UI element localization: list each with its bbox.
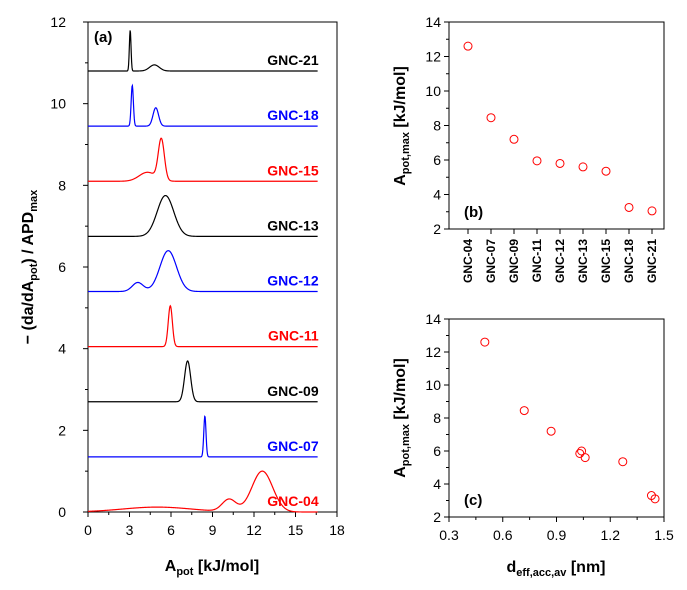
series-label-gnc-07: GNC-07 bbox=[267, 438, 319, 454]
panel-a-ytick-label: 6 bbox=[58, 259, 66, 275]
panel-b-ytick-label: 10 bbox=[425, 83, 441, 99]
panel-c-ylabel: Apot,max [kJ/mol] bbox=[392, 358, 412, 478]
panel-a-xtick-label: 0 bbox=[84, 522, 92, 538]
series-label-gnc-15: GNC-15 bbox=[267, 162, 319, 178]
panel-c-xtick-label: 0.9 bbox=[547, 527, 567, 543]
panel-a-ytick-label: 8 bbox=[58, 177, 66, 193]
panel-c-point bbox=[480, 337, 490, 347]
panel-c-ytick-label: 6 bbox=[433, 443, 441, 459]
panel-a-series-labels: GNC-04 GNC-07 GNC-09 GNC-11 GNC-12 GNC-13 GNC-… bbox=[267, 52, 319, 509]
panel-c-points bbox=[480, 337, 660, 504]
panel-b: 2 4 6 8 10 12 14 GNC-04 GNC-07 GNC-09 GNC-11 GNC-12… bbox=[392, 14, 665, 283]
panel-a-xlabel: Apot [kJ/mol] bbox=[165, 558, 259, 578]
panel-b-category-label: GNC-11 bbox=[530, 239, 544, 283]
panel-c-ytick-label: 2 bbox=[433, 509, 441, 525]
panel-c-ticks: 2 4 6 8 10 12 14 0.3 0.6 0.9 1.2 1.5 bbox=[425, 311, 674, 543]
panel-a-ytick-label: 2 bbox=[58, 422, 66, 438]
panel-c-xtick-label: 0.6 bbox=[493, 527, 513, 543]
panel-c-xlabel: deff,acc,av [nm] bbox=[506, 559, 605, 579]
panel-b-category-label: GNC-09 bbox=[507, 239, 521, 283]
panel-c-point bbox=[650, 494, 660, 504]
panel-b-ticks: 2 4 6 8 10 12 14 GNC-04 GNC-07 GNC-09 GNC-11 GNC-12… bbox=[425, 14, 659, 283]
panel-b-point bbox=[624, 202, 634, 212]
series-label-gnc-11: GNC-11 bbox=[268, 328, 319, 344]
panel-b-ytick-label: 8 bbox=[433, 118, 441, 134]
panel-b-ytick-label: 14 bbox=[425, 14, 441, 30]
panel-b-ytick-label: 12 bbox=[425, 49, 441, 65]
panel-b-category-label: GNC-18 bbox=[622, 239, 636, 283]
panel-a-ylabel: − (da/dApot) / APDmax bbox=[20, 189, 40, 344]
series-label-gnc-09: GNC-09 bbox=[267, 383, 319, 399]
series-label-gnc-18: GNC-18 bbox=[267, 107, 319, 123]
panel-b-point bbox=[647, 206, 657, 216]
curve-gnc-07 bbox=[88, 415, 318, 458]
panel-b-category-label: GNC-13 bbox=[576, 239, 590, 283]
panel-b-point bbox=[463, 41, 473, 51]
panel-b-point bbox=[578, 162, 588, 172]
panel-c-point bbox=[618, 457, 628, 467]
series-label-gnc-13: GNC-13 bbox=[267, 217, 319, 233]
panel-c-xtick-label: 1.2 bbox=[601, 527, 621, 543]
panel-a-xtick-label: 12 bbox=[246, 522, 262, 538]
panel-a-ytick-label: 0 bbox=[58, 504, 66, 520]
panel-b-points bbox=[463, 41, 657, 216]
curve-gnc-12 bbox=[88, 250, 318, 293]
panel-b-category-label: GNC-15 bbox=[599, 239, 613, 283]
panel-c-xtick-label: 1.5 bbox=[654, 527, 674, 543]
panel-a-xtick-label: 6 bbox=[167, 522, 175, 538]
panel-b-category-label: GNC-21 bbox=[645, 239, 659, 283]
curve-gnc-13 bbox=[88, 194, 318, 237]
panel-a-xtick-label: 9 bbox=[209, 522, 217, 538]
panel-c-point bbox=[519, 406, 529, 416]
curve-gnc-15 bbox=[88, 137, 318, 182]
panel-c-point bbox=[580, 453, 590, 463]
panel-b-category-label: GNC-12 bbox=[553, 239, 567, 283]
panel-b-point bbox=[509, 134, 519, 144]
panel-a-label: (a) bbox=[94, 29, 112, 46]
panel-b-category-label: GNC-07 bbox=[484, 239, 498, 283]
panel-c-frame bbox=[448, 318, 665, 518]
panel-b-point bbox=[532, 156, 542, 166]
panel-c-ytick-label: 8 bbox=[433, 410, 441, 426]
series-label-gnc-12: GNC-12 bbox=[267, 273, 319, 289]
panel-c: 2 4 6 8 10 12 14 0.3 0.6 0.9 1.2 1.5 (c) deff,acc,a… bbox=[392, 311, 674, 579]
panel-c-label: (c) bbox=[464, 492, 482, 509]
series-label-gnc-04: GNC-04 bbox=[267, 493, 319, 509]
panel-c-ytick-label: 10 bbox=[425, 377, 441, 393]
panel-b-ylabel: Apot,max [kJ/mol] bbox=[392, 66, 412, 186]
panel-c-point bbox=[546, 426, 556, 436]
panel-c-point bbox=[575, 448, 585, 458]
panel-a-xtick-label: 15 bbox=[288, 522, 304, 538]
series-label-gnc-21: GNC-21 bbox=[267, 52, 319, 68]
panel-c-ytick-label: 4 bbox=[433, 476, 441, 492]
curve-gnc-09 bbox=[88, 360, 318, 403]
curve-gnc-04 bbox=[87, 470, 318, 513]
curve-gnc-18 bbox=[88, 83, 318, 127]
panel-b-ytick-label: 2 bbox=[433, 221, 441, 237]
panel-b-ytick-label: 4 bbox=[433, 187, 441, 203]
panel-a-ytick-label: 12 bbox=[50, 14, 66, 30]
panel-a-ytick-label: 4 bbox=[58, 341, 66, 357]
panel-b-frame bbox=[448, 21, 665, 230]
curve-gnc-11 bbox=[88, 304, 318, 348]
panel-a-xtick-label: 3 bbox=[126, 522, 134, 538]
panel-a-xtick-label: 18 bbox=[329, 522, 345, 538]
panel-b-category-label: GNC-04 bbox=[461, 239, 475, 283]
panel-b-point bbox=[555, 158, 565, 168]
panel-b-point bbox=[486, 113, 496, 123]
panel-a-curves bbox=[87, 30, 318, 513]
panel-a-ticks: 0 3 6 9 12 15 18 0 2 4 6 8 10 12 bbox=[50, 14, 345, 538]
panel-c-ytick-label: 12 bbox=[425, 344, 441, 360]
panel-a-ytick-label: 10 bbox=[50, 96, 66, 112]
panel-c-ytick-label: 14 bbox=[425, 311, 441, 327]
curve-gnc-21 bbox=[88, 30, 318, 72]
panel-b-ytick-label: 6 bbox=[433, 152, 441, 168]
panel-c-xtick-label: 0.3 bbox=[439, 527, 459, 543]
panel-b-label: (b) bbox=[464, 204, 483, 221]
panel-b-point bbox=[601, 166, 611, 176]
